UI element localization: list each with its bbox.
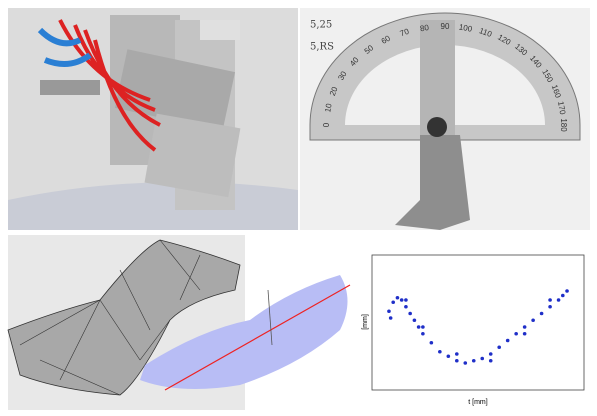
protractor-photo	[300, 8, 590, 230]
point	[523, 332, 527, 336]
point	[514, 332, 518, 336]
point	[413, 318, 417, 322]
scale-label: 0	[322, 122, 331, 127]
point	[455, 359, 459, 363]
point	[531, 318, 535, 322]
point	[548, 305, 552, 309]
handwritten-note: 5,25	[310, 20, 332, 31]
scale-label: 90	[441, 22, 450, 31]
point	[489, 359, 493, 363]
point	[557, 298, 561, 302]
plot-frame	[372, 255, 584, 390]
x-axis-label: t [mm]	[468, 399, 487, 406]
point	[447, 354, 451, 358]
point	[408, 312, 412, 316]
point	[421, 332, 425, 336]
scale-label: 180	[559, 118, 568, 132]
y-axis-label: [mm]	[362, 314, 369, 330]
point	[463, 361, 467, 365]
point	[417, 325, 421, 329]
point	[480, 357, 484, 361]
handwritten-note: 5,RS	[310, 42, 334, 53]
point	[506, 339, 510, 343]
point	[389, 316, 393, 320]
point	[565, 289, 569, 293]
point	[561, 294, 565, 298]
point	[497, 345, 501, 349]
point	[400, 298, 404, 302]
point	[391, 300, 395, 304]
figure: [mm] t [mm] 0102030405060708090100110120…	[0, 0, 597, 416]
point	[430, 341, 434, 345]
point	[404, 305, 408, 309]
point	[455, 352, 459, 356]
point	[489, 352, 493, 356]
point	[472, 359, 476, 363]
point	[548, 298, 552, 302]
point	[404, 298, 408, 302]
actuator-photo	[8, 8, 298, 230]
point	[540, 312, 544, 316]
point	[396, 296, 400, 300]
point	[387, 309, 391, 313]
point	[438, 350, 442, 354]
point	[421, 325, 425, 329]
point	[523, 325, 527, 329]
